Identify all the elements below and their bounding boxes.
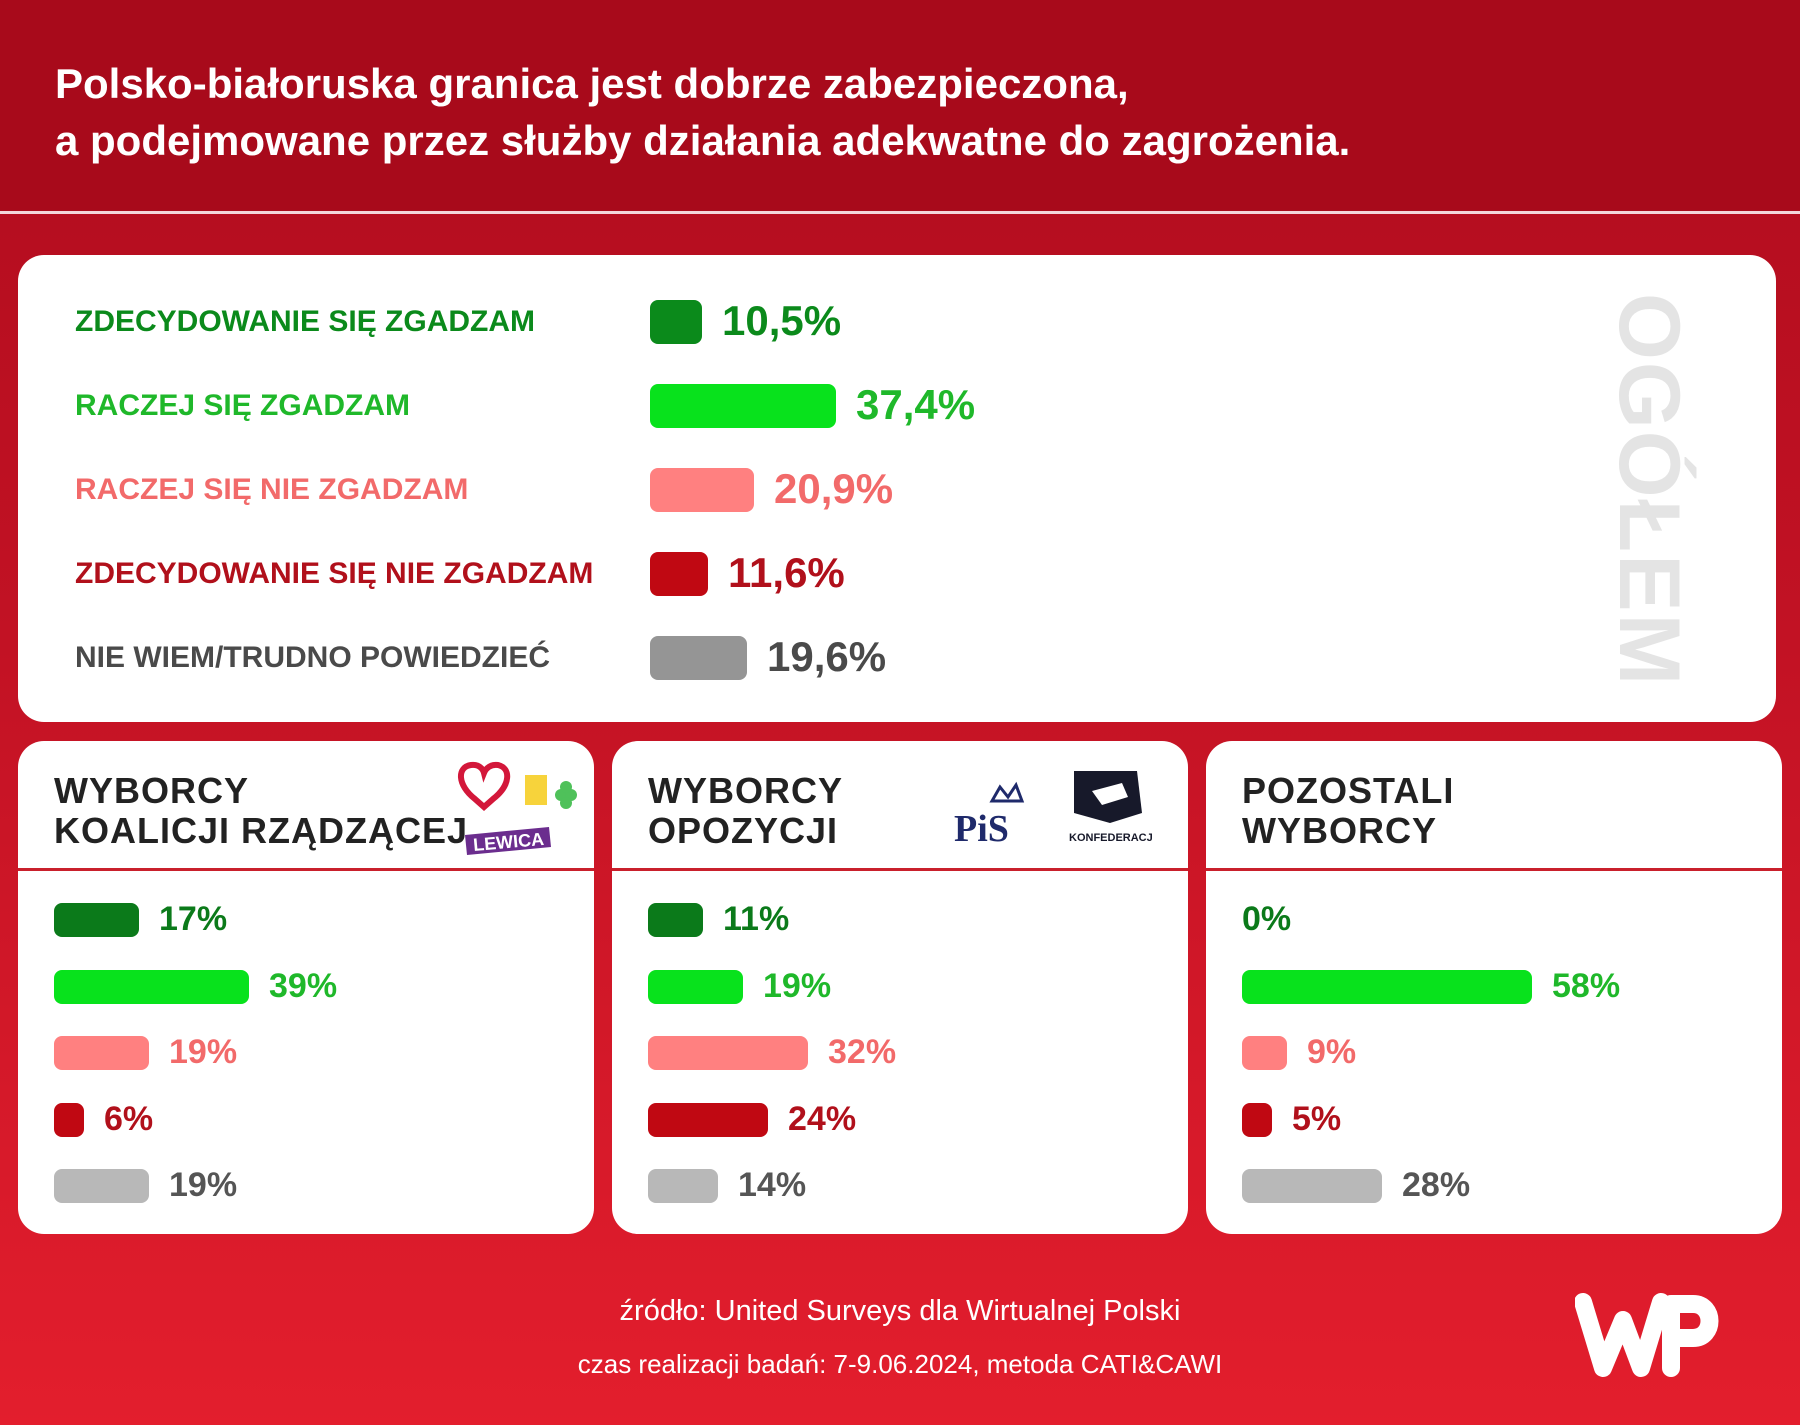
heart-logo-icon: LEWICA (458, 761, 577, 855)
group-value: 5% (1292, 1100, 1342, 1138)
group-bar (648, 1169, 718, 1203)
overall-row-label: RACZEJ SIĘ ZGADZAM (75, 389, 411, 422)
group-bar (1242, 1103, 1272, 1137)
group-value: 0% (1242, 900, 1292, 938)
group-bar (648, 1036, 808, 1070)
overall-value: 10,5% (722, 297, 842, 344)
group-heading-line-2: WYBORCY (1242, 810, 1437, 851)
group-bar (648, 1103, 768, 1137)
group-bar (648, 903, 703, 937)
svg-text:LEWICA: LEWICA (472, 829, 544, 855)
overall-row-label: ZDECYDOWANIE SIĘ NIE ZGADZAM (75, 557, 594, 590)
overall-row-label: RACZEJ SIĘ NIE ZGADZAM (75, 473, 469, 506)
group-bar (1242, 1169, 1382, 1203)
group-value: 19% (169, 1166, 238, 1204)
group-separator (18, 868, 594, 871)
overall-panel: OGÓŁEM ZDECYDOWANIE SIĘ ZGADZAM 10,5% RACZ… (18, 255, 1776, 722)
group-heading: WYBORCY KOALICJI RZĄDZĄCEJ (54, 771, 468, 851)
overall-bar (650, 552, 708, 596)
group-value: 14% (738, 1166, 807, 1204)
header-divider (0, 211, 1800, 214)
group-value: 24% (788, 1100, 857, 1138)
group-bar (648, 970, 743, 1004)
group-heading: WYBORCY OPOZYCJI (648, 771, 843, 851)
group-bar (1242, 1036, 1287, 1070)
group-value: 19% (169, 1033, 238, 1071)
group-separator (1206, 868, 1782, 871)
group-value: 6% (104, 1100, 154, 1138)
page-title: Polsko-białoruska granica jest dobrze za… (55, 55, 1655, 169)
group-panel-pozostali: POZOSTALI WYBORCY 0% 58% 9% 5% 28% (1206, 741, 1782, 1234)
opozycja-logos: PiS KONFEDERACJA (952, 761, 1161, 861)
overall-value: 20,9% (774, 465, 894, 512)
group-value: 39% (269, 967, 338, 1005)
wp-logo-icon (1575, 1293, 1719, 1377)
overall-value: 19,6% (767, 633, 887, 680)
overall-value: 37,4% (856, 381, 976, 428)
group-bar (54, 970, 249, 1004)
footer: źródło: United Surveys dla Wirtualnej Po… (0, 1295, 1800, 1380)
group-heading-line-2: KOALICJI RZĄDZĄCEJ (54, 810, 469, 851)
overall-value: 11,6% (728, 549, 845, 596)
overall-bar (650, 384, 836, 428)
survey-time-text: czas realizacji badań: 7-9.06.2024, meto… (577, 1349, 1223, 1379)
group-heading-line-1: POZOSTALI (1242, 770, 1455, 811)
group-panel-koalicja: WYBORCY KOALICJI RZĄDZĄCEJ LEWICA 17% 39%… (18, 741, 594, 1234)
overall-bar (650, 636, 747, 680)
group-value: 11% (723, 900, 790, 938)
title-line-2: a podejmowane przez służby działania ade… (55, 117, 1351, 164)
svg-text:KONFEDERACJA: KONFEDERACJA (1069, 832, 1152, 844)
overall-bar (650, 468, 754, 512)
overall-side-label: OGÓŁEM (1601, 292, 1697, 688)
group-bar (54, 1169, 149, 1203)
group-bar (1242, 970, 1532, 1004)
group-bar (54, 1103, 84, 1137)
group-value: 19% (763, 967, 832, 1005)
header (0, 0, 1800, 212)
title-line-1: Polsko-białoruska granica jest dobrze za… (55, 60, 1129, 107)
group-heading-line-1: WYBORCY (54, 770, 249, 811)
koalicja-logos: LEWICA (453, 755, 583, 855)
group-value: 9% (1307, 1033, 1357, 1071)
overall-row-label: NIE WIEM/TRUDNO POWIEDZIEĆ (75, 641, 550, 674)
group-bar (54, 903, 139, 937)
group-heading: POZOSTALI WYBORCY (1242, 771, 1454, 851)
group-bar (54, 1036, 149, 1070)
overall-bar (650, 300, 702, 344)
overall-row-label: ZDECYDOWANIE SIĘ ZGADZAM (75, 305, 536, 338)
group-panel-opozycja: WYBORCY OPOZYCJI PiS KONFEDERACJA 11% 19%… (612, 741, 1188, 1234)
pis-logo-icon: PiS KONFEDERACJA (954, 771, 1161, 850)
group-value: 28% (1402, 1166, 1471, 1204)
source-text: źródło: United Surveys dla Wirtualnej Po… (619, 1295, 1181, 1327)
group-heading-line-1: WYBORCY (648, 770, 843, 811)
group-value: 58% (1552, 967, 1621, 1005)
group-value: 17% (159, 900, 228, 938)
group-separator (612, 868, 1188, 871)
group-heading-line-2: OPOZYCJI (648, 810, 839, 851)
group-value: 32% (828, 1033, 897, 1071)
trzecia-droga-logo-icon (525, 775, 547, 805)
lewica-logo-icon (465, 827, 551, 855)
svg-text:PiS: PiS (954, 808, 1009, 850)
